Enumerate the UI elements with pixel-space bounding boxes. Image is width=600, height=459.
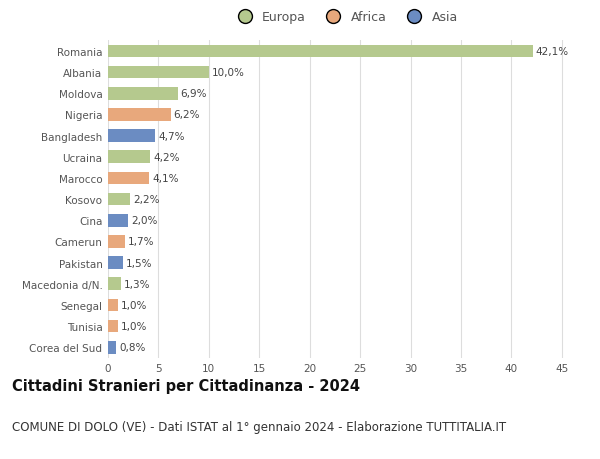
Text: 10,0%: 10,0% [212,68,245,78]
Text: 4,1%: 4,1% [152,174,179,184]
Bar [108,299,118,312]
Text: 1,5%: 1,5% [126,258,152,268]
Bar [108,109,170,122]
Bar [108,320,118,333]
Text: 2,0%: 2,0% [131,216,158,226]
Bar [108,151,151,164]
Text: COMUNE DI DOLO (VE) - Dati ISTAT al 1° gennaio 2024 - Elaborazione TUTTITALIA.IT: COMUNE DI DOLO (VE) - Dati ISTAT al 1° g… [12,420,506,433]
Text: 1,7%: 1,7% [128,237,155,247]
Text: 6,9%: 6,9% [181,89,207,99]
Bar [108,67,209,79]
Text: Cittadini Stranieri per Cittadinanza - 2024: Cittadini Stranieri per Cittadinanza - 2… [12,379,360,394]
Bar [108,193,130,206]
Text: 6,2%: 6,2% [173,110,200,120]
Bar [108,88,178,101]
Text: 1,0%: 1,0% [121,321,148,331]
Bar [108,235,125,248]
Bar [108,257,123,269]
Bar [108,278,121,291]
Text: 4,7%: 4,7% [158,131,185,141]
Bar [108,45,533,58]
Text: 4,2%: 4,2% [154,152,180,162]
Bar [108,214,128,227]
Bar [108,130,155,143]
Text: 0,8%: 0,8% [119,342,145,353]
Text: 42,1%: 42,1% [536,47,569,57]
Text: 1,3%: 1,3% [124,279,151,289]
Text: 2,2%: 2,2% [133,195,160,205]
Legend: Europa, Africa, Asia: Europa, Africa, Asia [227,6,463,29]
Text: 1,0%: 1,0% [121,300,148,310]
Bar [108,341,116,354]
Bar [108,172,149,185]
